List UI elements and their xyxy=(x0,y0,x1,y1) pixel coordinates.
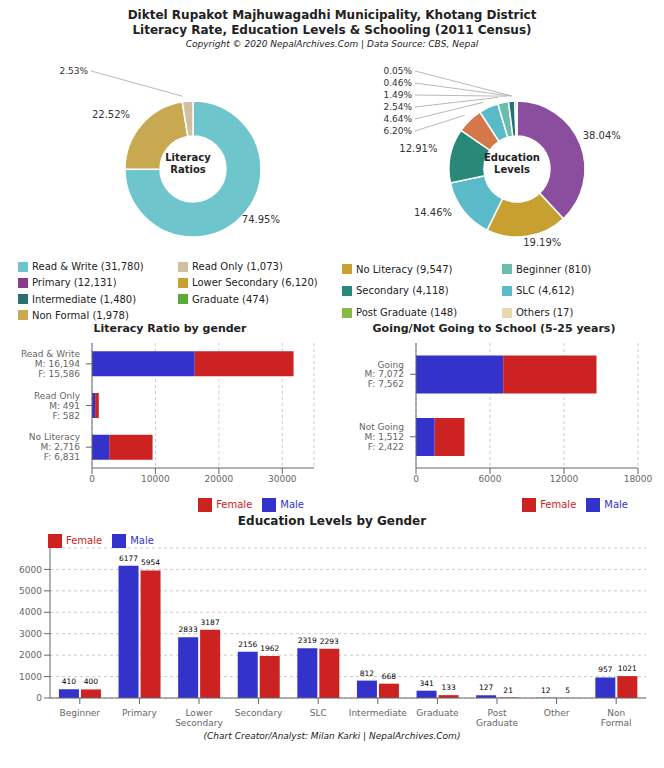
svg-text:74.95%: 74.95% xyxy=(242,214,280,225)
svg-text:30000: 30000 xyxy=(268,474,297,484)
svg-text:4.64%: 4.64% xyxy=(383,114,412,124)
html-text:Literacy Ratios: Literacy Ratios xyxy=(165,152,211,175)
html-text:Literacy Rate, Education Level: Literacy Rate, Education Levels & School… xyxy=(132,23,532,37)
svg-text:Primary: Primary xyxy=(122,708,157,718)
svg-text:1021: 1021 xyxy=(618,664,637,673)
svg-text:2.54%: 2.54% xyxy=(383,102,412,112)
svg-text:Intermediate: Intermediate xyxy=(349,708,408,718)
svg-text:Beginner: Beginner xyxy=(60,708,101,718)
html-text:Read Only (1,073): Read Only (1,073) xyxy=(192,261,283,273)
svg-text:Other: Other xyxy=(544,708,570,718)
html-text:Copyright © 2020 NepalArchives: Copyright © 2020 NepalArchives.Com | Dat… xyxy=(185,39,479,49)
html-text:Going/Not Going to School (5-2: Going/Not Going to School (5-25 years) xyxy=(372,322,616,335)
svg-text:133: 133 xyxy=(441,683,456,692)
svg-text:2000: 2000 xyxy=(19,650,42,660)
html-text:Others (17): Others (17) xyxy=(516,307,574,319)
svg-text:127: 127 xyxy=(479,683,494,692)
svg-text:Read OnlyM: 491F: 582: Read OnlyM: 491F: 582 xyxy=(34,391,81,421)
html-text:Male: Male xyxy=(280,499,304,510)
svg-text:341: 341 xyxy=(419,679,434,688)
svg-text:6000: 6000 xyxy=(479,474,502,484)
svg-text:NonFormal: NonFormal xyxy=(601,708,632,728)
svg-text:1000: 1000 xyxy=(19,672,42,682)
html-text:Male: Male xyxy=(604,499,628,510)
svg-text:38.04%: 38.04% xyxy=(583,130,621,141)
html-text:Female: Female xyxy=(540,499,577,510)
svg-text:LowerSecondary: LowerSecondary xyxy=(175,708,223,728)
svg-text:19.19%: 19.19% xyxy=(523,237,561,248)
html-text:Non Formal (1,978): Non Formal (1,978) xyxy=(32,309,129,321)
svg-text:5954: 5954 xyxy=(141,558,160,567)
svg-text:0.46%: 0.46% xyxy=(383,78,412,88)
svg-text:410: 410 xyxy=(62,677,77,686)
svg-text:10000: 10000 xyxy=(141,474,170,484)
svg-text:2293: 2293 xyxy=(320,637,339,646)
html-text:Female: Female xyxy=(216,499,253,510)
html-text:Read & Write (31,780): Read & Write (31,780) xyxy=(32,261,144,273)
svg-text:No LiteracyM: 2,716F: 6,831: No LiteracyM: 2,716F: 6,831 xyxy=(29,432,81,462)
svg-text:6000: 6000 xyxy=(19,565,42,575)
html-text:No Literacy (9,547): No Literacy (9,547) xyxy=(356,263,453,275)
svg-text:668: 668 xyxy=(382,672,397,681)
svg-text:812: 812 xyxy=(360,669,375,678)
svg-text:0: 0 xyxy=(36,693,42,703)
html-text:Diktel Rupakot Majhuwagadhi Mu: Diktel Rupakot Majhuwagadhi Municipality… xyxy=(127,8,537,22)
svg-text:1962: 1962 xyxy=(260,644,279,653)
html-text:Beginner (810): Beginner (810) xyxy=(516,263,592,275)
svg-text:GoingM: 7,072F: 7,562: GoingM: 7,072F: 7,562 xyxy=(365,360,404,390)
html-text:Literacy Ratio by gender: Literacy Ratio by gender xyxy=(93,322,247,335)
svg-text:12000: 12000 xyxy=(550,474,579,484)
svg-text:5000: 5000 xyxy=(19,586,42,596)
svg-text:2.53%: 2.53% xyxy=(59,66,88,76)
svg-text:6177: 6177 xyxy=(119,554,138,563)
svg-text:Read & WriteM: 16,194F: 15,586: Read & WriteM: 16,194F: 15,586 xyxy=(21,349,81,379)
svg-text:12.91%: 12.91% xyxy=(399,143,437,154)
svg-text:2833: 2833 xyxy=(179,625,198,634)
svg-text:1.49%: 1.49% xyxy=(383,90,412,100)
svg-text:14.46%: 14.46% xyxy=(414,207,452,218)
svg-text:5: 5 xyxy=(565,686,570,695)
html-text:Female: Female xyxy=(66,535,103,546)
html-text:Secondary (4,118): Secondary (4,118) xyxy=(356,285,449,297)
svg-text:SLC: SLC xyxy=(310,708,327,718)
svg-text:20000: 20000 xyxy=(205,474,234,484)
svg-text:3187: 3187 xyxy=(201,618,220,627)
html-text:Male: Male xyxy=(130,535,154,546)
svg-text:0.05%: 0.05% xyxy=(383,66,412,76)
svg-text:Secondary: Secondary xyxy=(235,708,283,718)
html-text:Intermediate (1,480): Intermediate (1,480) xyxy=(32,293,137,305)
svg-text:Graduate: Graduate xyxy=(416,708,459,718)
svg-text:6.20%: 6.20% xyxy=(383,126,412,136)
html-text:Primary (12,131): Primary (12,131) xyxy=(32,277,117,289)
svg-text:3000: 3000 xyxy=(19,629,42,639)
svg-text:22.52%: 22.52% xyxy=(92,109,130,120)
html-text:Lower Secondary (6,120): Lower Secondary (6,120) xyxy=(192,277,318,289)
html-text:Education Levels: Education Levels xyxy=(484,152,540,175)
svg-text:2156: 2156 xyxy=(238,640,257,649)
svg-text:957: 957 xyxy=(598,665,613,674)
svg-text:21: 21 xyxy=(503,686,513,695)
svg-text:0: 0 xyxy=(89,474,95,484)
svg-text:0: 0 xyxy=(413,474,419,484)
html-text:(Chart Creator/Analyst: Milan: (Chart Creator/Analyst: Milan Karki | Ne… xyxy=(203,731,461,741)
html-text:Education Levels by Gender: Education Levels by Gender xyxy=(237,514,427,528)
svg-text:400: 400 xyxy=(84,677,99,686)
html-text:SLC (4,612): SLC (4,612) xyxy=(516,285,575,297)
svg-text:Not GoingM: 1,512F: 2,422: Not GoingM: 1,512F: 2,422 xyxy=(359,422,404,452)
svg-text:4000: 4000 xyxy=(19,607,42,617)
svg-text:18000: 18000 xyxy=(624,474,653,484)
svg-text:2319: 2319 xyxy=(298,636,317,645)
svg-text:PostGraduate: PostGraduate xyxy=(476,708,519,728)
html-text:Graduate (474): Graduate (474) xyxy=(192,293,269,305)
svg-text:12: 12 xyxy=(541,686,551,695)
html-text:Post Graduate (148): Post Graduate (148) xyxy=(356,307,457,319)
